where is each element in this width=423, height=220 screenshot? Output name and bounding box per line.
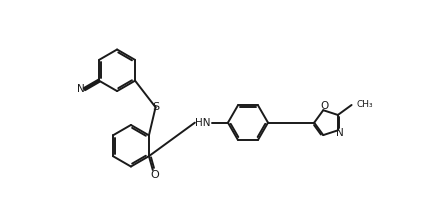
Text: O: O bbox=[150, 170, 159, 180]
Text: N: N bbox=[336, 128, 344, 138]
Text: S: S bbox=[152, 102, 159, 112]
Text: O: O bbox=[321, 101, 329, 111]
Text: CH₃: CH₃ bbox=[357, 101, 374, 110]
Text: HN: HN bbox=[195, 118, 210, 128]
Text: N: N bbox=[77, 84, 85, 94]
